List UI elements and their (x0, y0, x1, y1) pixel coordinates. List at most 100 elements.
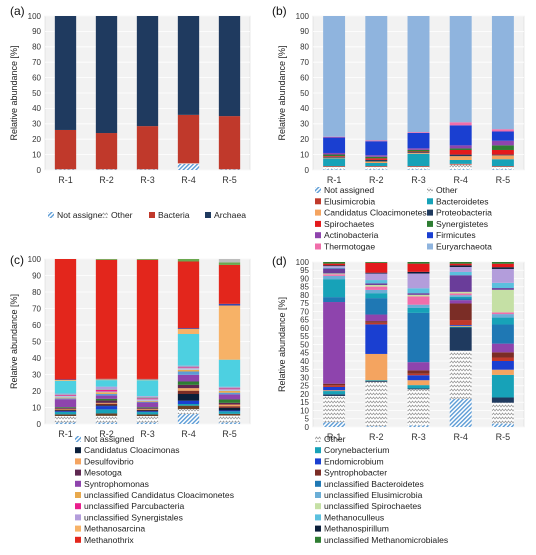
bar-segment-r-5-s16 (492, 269, 514, 283)
legend-label: unclassified Synergistales (84, 512, 183, 522)
y-tick-label: 80 (32, 43, 41, 52)
bar-segment-r-2-s1 (96, 416, 117, 423)
bar-segment-r-5-s3 (219, 16, 240, 116)
y-tick-label: 0 (37, 420, 42, 429)
bar-segment-r-5-s9 (219, 399, 240, 402)
bar-segment-r-4-s8 (178, 385, 199, 388)
bar-segment-r-4-s3 (178, 16, 199, 115)
bar-segment-r-2-s2 (365, 381, 387, 382)
legend-label: Other (324, 434, 346, 444)
bar-segment-r-2-s14 (365, 283, 387, 285)
bar-segment-r-4-s6 (450, 150, 472, 155)
y-tick-label: 20 (300, 135, 309, 144)
bar-segment-r-5-s9 (492, 325, 514, 344)
bar-segment-r-2-s13 (365, 285, 387, 287)
legend-swatch (315, 232, 321, 238)
bar-segment-r-5-s20 (219, 265, 240, 304)
bar-segment-r-2-s7 (365, 157, 387, 159)
bar-segment-r-1-s16 (323, 266, 345, 268)
bar-segment-r-1-s12 (55, 398, 76, 399)
bar-segment-r-2-s2 (96, 133, 117, 169)
legend-swatch (427, 198, 433, 204)
legend-swatch (75, 458, 81, 464)
bar-segment-r-2-s16 (365, 273, 387, 280)
bar-segment-r-4-s10 (450, 297, 472, 299)
y-axis-title: Relative abundance [%] (9, 45, 19, 140)
y-tick-label: 10 (32, 150, 41, 159)
bar-segment-r-2-s12 (96, 392, 117, 394)
y-tick-label: 20 (32, 135, 41, 144)
bar-segment-r-5-s3 (492, 159, 514, 166)
x-tick-label: R-4 (453, 432, 468, 442)
y-tick-label: 80 (32, 288, 41, 297)
bar-segment-r-1-s5 (323, 387, 345, 390)
bar-segment-r-1-s7 (323, 155, 345, 157)
legend-swatch (75, 537, 81, 543)
y-tick-label: 25 (300, 382, 309, 391)
bar-segment-r-4-s15 (178, 367, 199, 368)
bar-segment-r-3-s19 (408, 262, 430, 264)
bar-segment-r-1-s6 (323, 385, 345, 387)
bar-segment-r-3-s9 (408, 133, 430, 148)
bar-segment-r-4-s0 (178, 164, 199, 170)
bar-segment-r-1-s10 (323, 137, 345, 138)
bar-segment-r-4-s12 (178, 370, 199, 372)
y-tick-label: 10 (300, 406, 309, 415)
bar-segment-r-1-s6 (323, 156, 345, 157)
bar-segment-r-5-s1 (492, 403, 514, 424)
bar-segment-r-1-s0 (323, 422, 345, 427)
legend-swatch (149, 212, 155, 218)
bar-segment-r-5-s12 (219, 391, 240, 393)
bar-segment-r-1-s10 (55, 399, 76, 407)
bar-segment-r-1-s9 (323, 137, 345, 152)
bar-segment-r-4-s1 (450, 165, 472, 170)
bar-segment-r-3-s7 (408, 150, 430, 152)
bar-segment-r-4-s0 (450, 399, 472, 427)
bar-segment-r-5-s18 (219, 306, 240, 360)
bar-segment-r-5-s11 (492, 314, 514, 317)
bar-segment-r-2-s15 (365, 280, 387, 283)
x-tick-label: R-5 (496, 175, 511, 185)
bar-segment-r-4-s4 (450, 326, 472, 327)
bar-segment-r-2-s10 (365, 140, 387, 141)
legend-swatch (427, 232, 433, 238)
bar-segment-r-3-s15 (408, 288, 430, 293)
legend-label: Methanoculleus (324, 512, 384, 522)
bar-segment-r-5-s9 (492, 132, 514, 141)
legend-swatch (315, 492, 321, 498)
bar-segment-r-4-s7 (178, 388, 199, 391)
bar-segment-r-4-s12 (450, 294, 472, 296)
bar-segment-r-5-s13 (219, 389, 240, 391)
bar-segment-r-4-s3 (450, 160, 472, 164)
bar-segment-r-5-s0 (492, 169, 514, 170)
bar-segment-r-3-s14 (408, 293, 430, 295)
bar-segment-r-2-s0 (96, 422, 117, 424)
legend-label: Proteobacteria (436, 208, 492, 218)
bar-segment-r-3-s4 (408, 153, 430, 154)
legend-label: unclassified Bacteroidetes (324, 479, 424, 489)
x-tick-label: R-3 (411, 175, 426, 185)
legend-swatch (315, 537, 321, 543)
y-tick-label: 0 (305, 423, 310, 432)
bar-segment-r-3-s8 (408, 148, 430, 150)
bar-segment-r-3-s8 (408, 362, 430, 370)
bar-segment-r-3-s5 (408, 152, 430, 153)
bar-segment-r-5-s11 (219, 393, 240, 395)
bar-segment-r-2-s13 (96, 391, 117, 392)
bar-segment-r-4-s11 (450, 295, 472, 297)
x-tick-label: R-2 (369, 432, 384, 442)
bar-segment-r-2-s4 (365, 161, 387, 163)
bar-segment-r-3-s6 (408, 151, 430, 152)
bar-segment-r-3-s2 (408, 388, 430, 389)
bar-segment-r-4-s18 (450, 264, 472, 266)
bar-segment-r-3-s13 (408, 295, 430, 297)
y-tick-label: 70 (32, 58, 41, 67)
bar-segment-r-5-s3 (492, 375, 514, 398)
y-tick-label: 30 (300, 373, 309, 382)
bar-segment-r-4-s5 (450, 155, 472, 157)
bar-segment-r-3-s1 (408, 167, 430, 169)
y-tick-label: 80 (300, 43, 309, 52)
bar-segment-r-3-s2 (408, 166, 430, 167)
bar-segment-r-1-s11 (323, 16, 345, 137)
